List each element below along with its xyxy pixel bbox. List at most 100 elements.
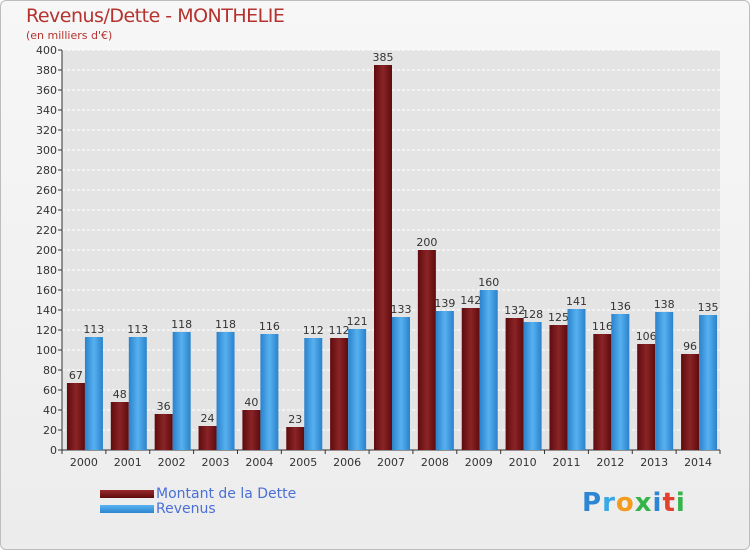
legend-item-dette: Montant de la Dette [100, 486, 297, 502]
legend-label-revenus: Revenus [156, 501, 216, 517]
bar-revenus [304, 338, 323, 450]
x-tick-label: 2002 [158, 456, 186, 469]
y-tick-label: 120 [36, 324, 57, 337]
data-label-dette: 96 [683, 340, 697, 353]
legend-swatch-dette [100, 490, 154, 498]
proxiti-logo: Proxiti [582, 488, 686, 518]
y-tick-label: 180 [36, 264, 57, 277]
x-tick-label: 2001 [114, 456, 142, 469]
data-label-dette: 385 [373, 51, 394, 64]
y-tick-label: 160 [36, 284, 57, 297]
data-label-revenus: 135 [698, 301, 719, 314]
data-label-dette: 40 [244, 396, 258, 409]
logo-letter: i [675, 488, 686, 518]
bar-dette [110, 402, 129, 450]
x-tick-label: 2009 [465, 456, 493, 469]
bar-revenus [348, 329, 367, 450]
legend-label-dette: Montant de la Dette [156, 486, 297, 502]
y-tick-label: 200 [36, 244, 57, 257]
y-tick-label: 240 [36, 204, 57, 217]
x-tick-label: 2014 [684, 456, 712, 469]
y-tick-label: 100 [36, 344, 57, 357]
bar-dette [154, 414, 173, 450]
chart-subtitle: (en milliers d'€) [26, 29, 113, 42]
data-label-dette: 116 [592, 320, 613, 333]
data-label-revenus: 141 [566, 295, 587, 308]
data-label-revenus: 138 [654, 298, 675, 311]
bar-dette [198, 426, 217, 450]
bar-dette [286, 427, 305, 450]
data-label-dette: 23 [288, 413, 302, 426]
bar-dette [549, 325, 568, 450]
y-tick-label: 0 [50, 444, 57, 457]
data-label-revenus: 113 [127, 323, 148, 336]
x-tick-label: 2004 [245, 456, 273, 469]
y-tick-label: 340 [36, 104, 57, 117]
y-tick-label: 40 [43, 404, 57, 417]
y-tick-label: 80 [43, 364, 57, 377]
y-tick-label: 360 [36, 84, 57, 97]
bar-dette [593, 334, 612, 450]
x-tick-label: 2005 [289, 456, 317, 469]
chart-title: Revenus/Dette - MONTHELIE [26, 5, 285, 27]
bar-revenus [172, 332, 191, 450]
bar-revenus [392, 317, 410, 450]
y-tick-label: 320 [36, 124, 57, 137]
logo-letter: i [652, 488, 663, 518]
x-tick-label: 2013 [640, 456, 668, 469]
data-label-dette: 132 [504, 304, 525, 317]
bar-dette [637, 344, 656, 450]
x-tick-label: 2006 [333, 456, 361, 469]
x-tick-label: 2008 [421, 456, 449, 469]
bar-dette [505, 318, 524, 450]
x-tick-label: 2010 [509, 456, 537, 469]
bar-revenus [611, 314, 630, 450]
bar-revenus [435, 311, 454, 450]
data-label-revenus: 128 [522, 308, 543, 321]
data-label-revenus: 112 [303, 324, 324, 337]
data-label-revenus: 116 [259, 320, 280, 333]
bar-dette [330, 338, 349, 450]
data-label-dette: 142 [460, 294, 481, 307]
data-label-revenus: 136 [610, 300, 631, 313]
data-label-dette: 112 [329, 324, 350, 337]
legend-item-revenus: Revenus [100, 501, 216, 517]
bar-revenus [479, 290, 498, 450]
logo-letter: P [582, 488, 603, 518]
x-tick-label: 2012 [596, 456, 624, 469]
bar-revenus [128, 337, 147, 450]
data-label-revenus: 113 [83, 323, 104, 336]
bar-dette [374, 65, 392, 450]
x-tick-label: 2003 [202, 456, 230, 469]
data-label-revenus: 133 [391, 303, 412, 316]
legend-swatch-revenus [100, 505, 154, 513]
data-label-revenus: 118 [215, 318, 236, 331]
bar-dette [681, 354, 700, 450]
bar-dette [417, 250, 436, 450]
logo-letter: o [615, 488, 635, 518]
data-label-revenus: 139 [434, 297, 455, 310]
data-label-dette: 48 [113, 388, 127, 401]
data-label-dette: 125 [548, 311, 569, 324]
bar-revenus [567, 309, 586, 450]
bar-revenus [260, 334, 279, 450]
bar-revenus [216, 332, 235, 450]
data-label-revenus: 121 [347, 315, 368, 328]
data-label-revenus: 160 [478, 276, 499, 289]
bar-dette [66, 383, 85, 450]
bar-dette [461, 308, 480, 450]
x-tick-label: 2011 [552, 456, 580, 469]
data-label-revenus: 118 [171, 318, 192, 331]
data-label-dette: 36 [157, 400, 171, 413]
data-label-dette: 24 [201, 412, 215, 425]
y-tick-label: 260 [36, 184, 57, 197]
y-tick-label: 300 [36, 144, 57, 157]
bar-revenus [84, 337, 103, 450]
logo-letter: x [634, 488, 653, 518]
y-tick-label: 140 [36, 304, 57, 317]
logo-letter: r [602, 488, 616, 518]
y-tick-label: 60 [43, 384, 57, 397]
x-tick-label: 2007 [377, 456, 405, 469]
bar-revenus [655, 312, 674, 450]
